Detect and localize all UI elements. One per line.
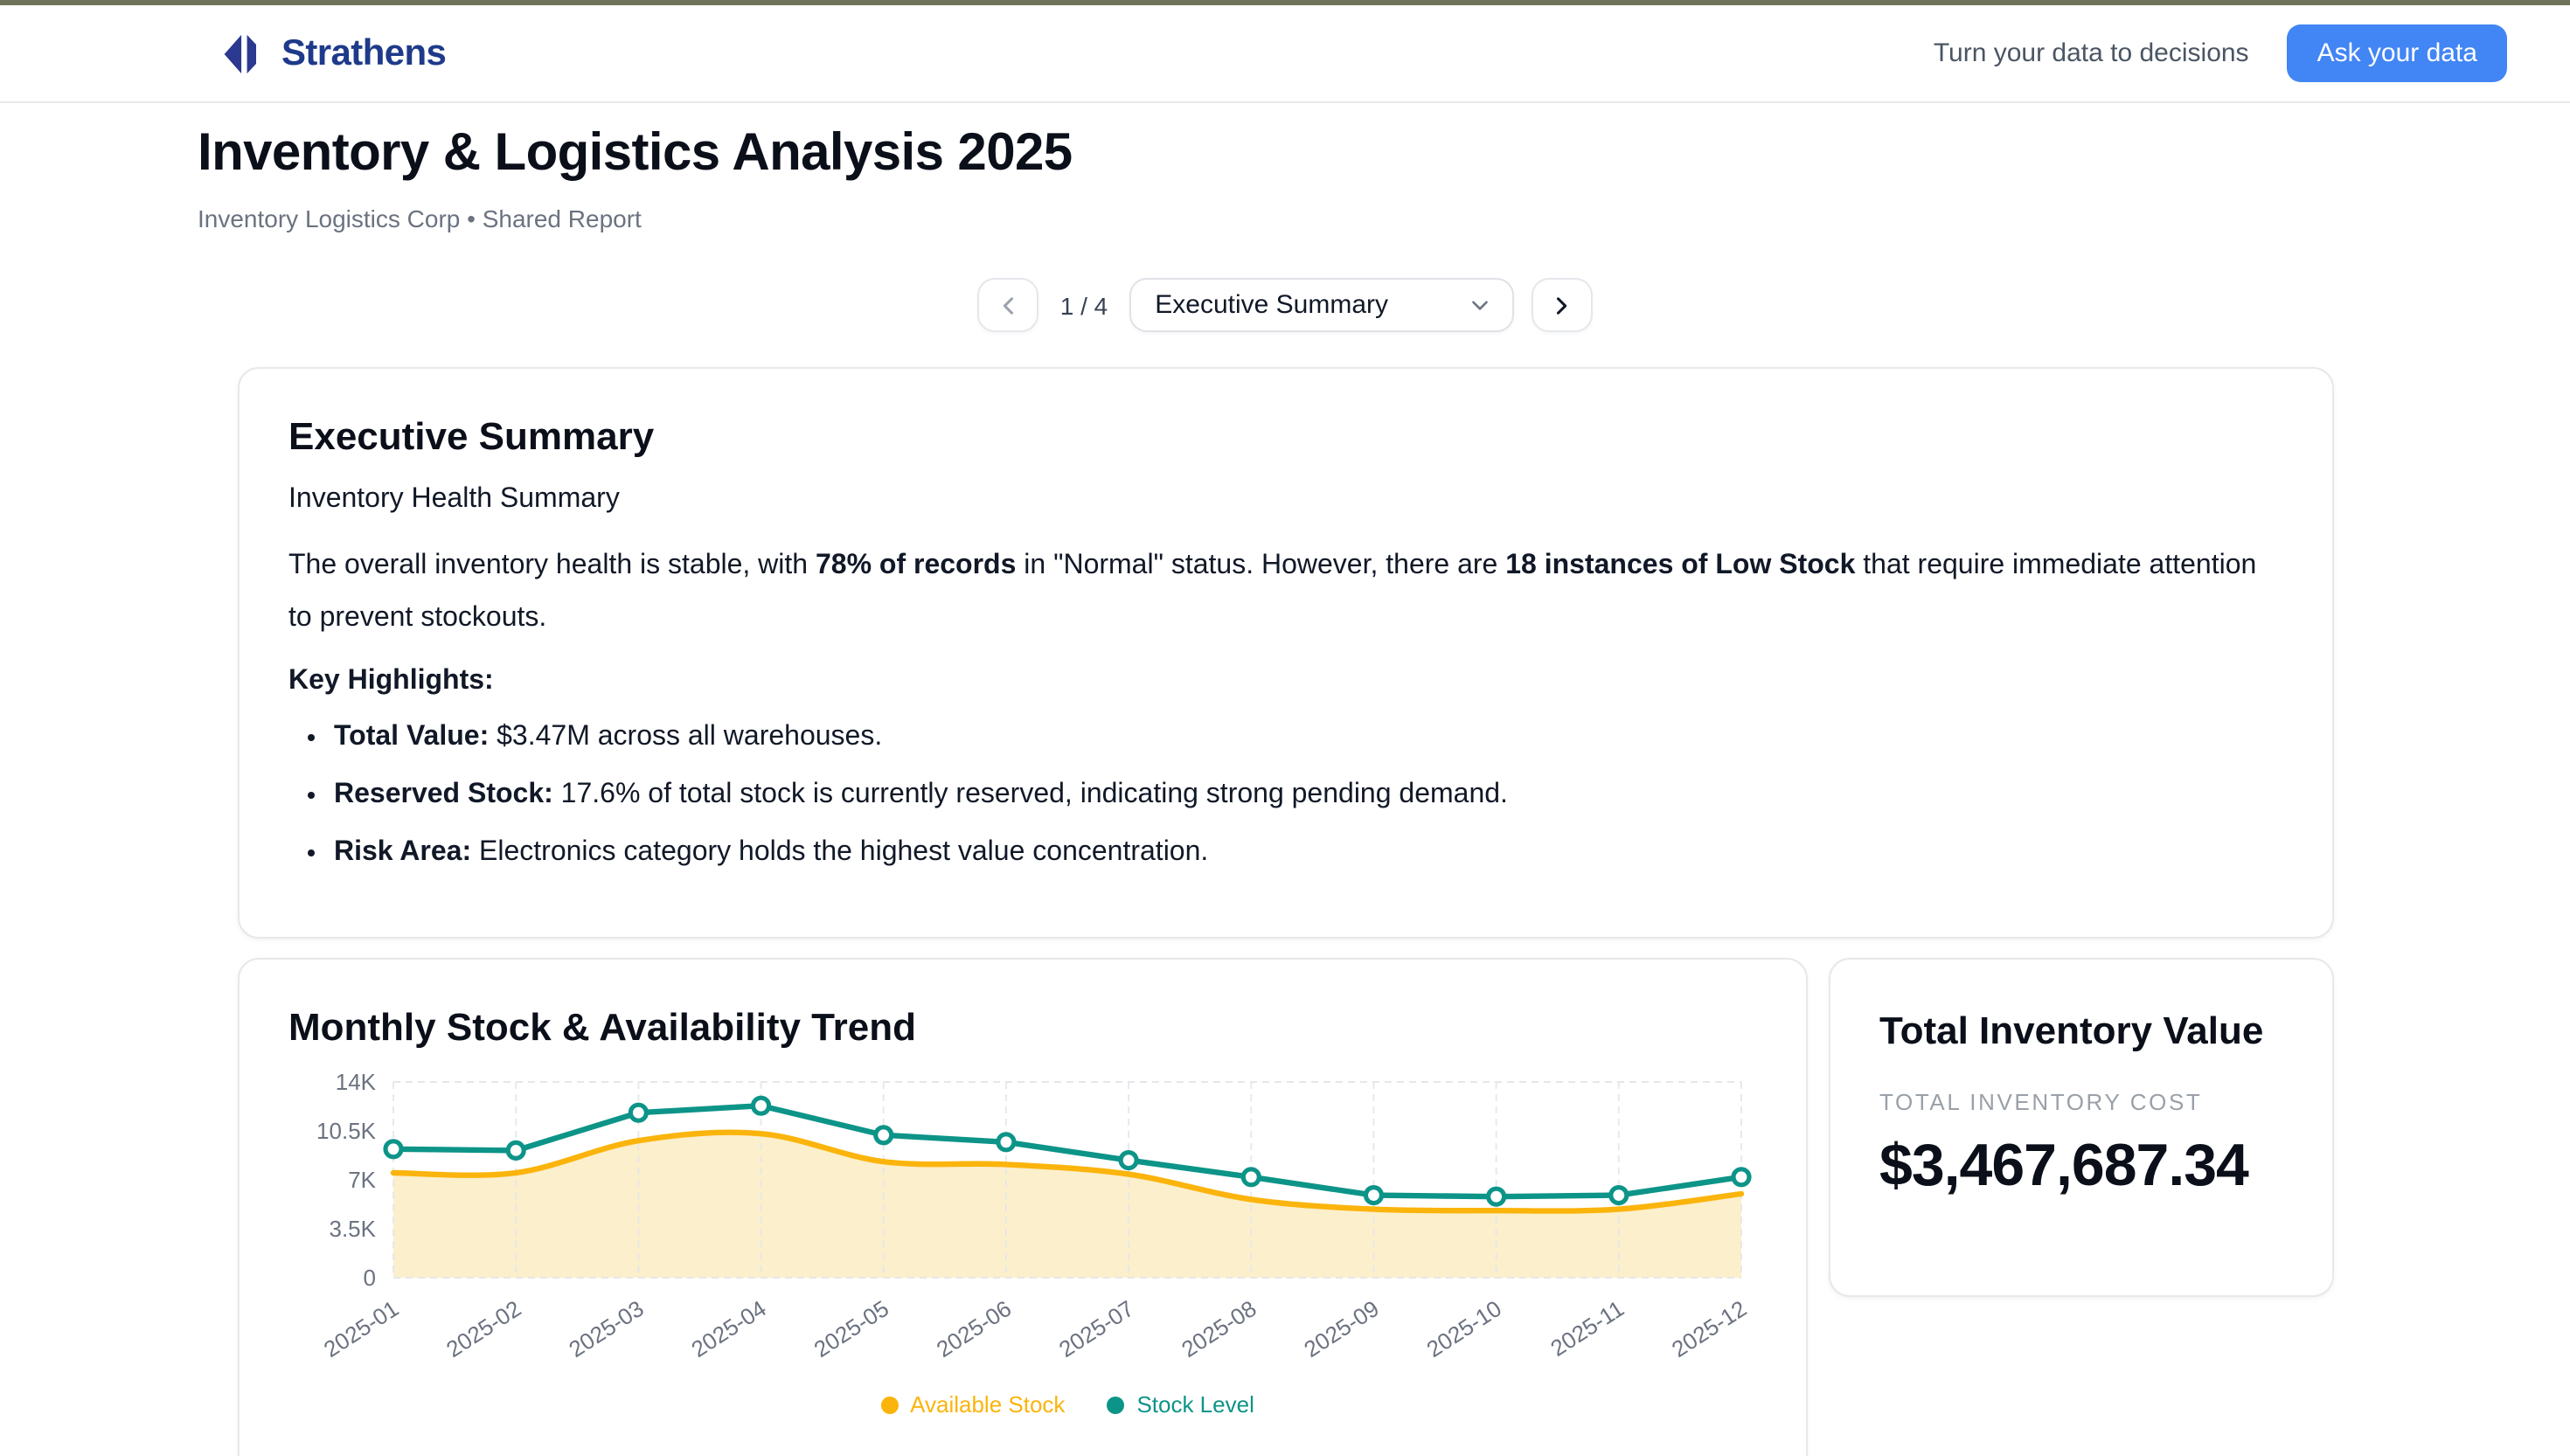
stock-level-marker	[505, 1140, 526, 1161]
window-top-strip	[0, 0, 2570, 5]
stock-level-line	[392, 1103, 1742, 1200]
legend-dot-icon	[1107, 1396, 1125, 1413]
chevron-right-icon	[1549, 293, 1573, 317]
stock-level-marker	[750, 1095, 772, 1116]
legend-item-stock-level[interactable]: Stock Level	[1107, 1391, 1254, 1418]
header-right: Turn your data to decisions Ask your dat…	[1934, 24, 2507, 82]
summary-paragraph: The overall inventory health is stable, …	[288, 551, 2257, 633]
x-axis-label: 2025-07	[1054, 1295, 1138, 1362]
highlights-list: Total Value: $3.47M across all warehouse…	[288, 718, 2283, 870]
legend-label: Stock Level	[1136, 1391, 1254, 1418]
stock-level-marker	[1363, 1185, 1385, 1206]
section-select-value: Executive Summary	[1155, 290, 1388, 320]
x-axis-label: 2025-12	[1667, 1295, 1751, 1362]
brand-diamond-icon	[222, 31, 267, 76]
available-stock-area	[393, 1132, 1741, 1278]
trend-chart-svg: 0 3.5K 7K 10.5K 14K 2025-01 2025-02 2025-03 2025…	[316, 1069, 1752, 1362]
stock-level-marker	[383, 1139, 404, 1160]
page-indicator: 1 / 4	[1059, 291, 1108, 319]
total-inventory-cost-value: $3,467,687.34	[1879, 1133, 2249, 1199]
section-pagination: 1 / 4 Executive Summary	[977, 278, 1593, 332]
available-stock-line	[390, 1129, 1745, 1214]
stock-level-marker	[1240, 1167, 1261, 1188]
chart-title: Monthly Stock & Availability Trend	[288, 1005, 916, 1049]
title-block: Inventory & Logistics Analysis 2025 Inve…	[198, 124, 2570, 232]
summary-subheading: Inventory Health Summary	[288, 484, 620, 514]
y-axis-label: 10.5K	[316, 1118, 377, 1144]
y-axis-label: 3.5K	[330, 1216, 377, 1242]
total-inventory-value-card: Total Inventory Value TOTAL INVENTORY CO…	[1829, 958, 2334, 1297]
header: Strathens Turn your data to decisions As…	[0, 5, 2570, 103]
y-axis-label: 14K	[336, 1069, 377, 1095]
x-axis-label: 2025-05	[809, 1295, 893, 1362]
ask-your-data-button[interactable]: Ask your data	[2287, 24, 2507, 82]
page-subtitle: Inventory Logistics Corp • Shared Report	[198, 205, 642, 232]
x-axis-label: 2025-06	[932, 1295, 1016, 1362]
chart-legend: Available Stock Stock Level	[393, 1391, 1741, 1418]
monthly-trend-chart: 0 3.5K 7K 10.5K 14K 2025-01 2025-02 2025-03 2025…	[288, 1068, 1757, 1374]
legend-label: Available Stock	[910, 1391, 1066, 1418]
stock-level-marker	[1486, 1186, 1507, 1207]
brand-logo[interactable]: Strathens	[222, 31, 447, 76]
y-axis-label: 0	[364, 1265, 376, 1291]
header-tagline: Turn your data to decisions	[1933, 38, 2249, 68]
x-axis-label: 2025-10	[1422, 1295, 1506, 1362]
prev-page-button[interactable]	[977, 278, 1039, 332]
chevron-down-icon	[1468, 294, 1490, 316]
value-card-heading: Total Inventory Value	[1879, 1009, 2264, 1052]
legend-dot-icon	[880, 1396, 899, 1413]
page-title: Inventory & Logistics Analysis 2025	[198, 124, 1073, 182]
stock-level-marker	[628, 1102, 649, 1123]
x-axis-label: 2025-04	[686, 1295, 770, 1362]
chevron-left-icon	[997, 293, 1021, 317]
stock-level-marker	[1731, 1167, 1752, 1188]
cards-row: Monthly Stock & Availability Trend 0 3.5K…	[238, 958, 2334, 1456]
x-axis-label: 2025-11	[1545, 1295, 1629, 1362]
stock-level-marker	[1608, 1185, 1629, 1206]
cards-container: Executive Summary Inventory Health Summa…	[238, 367, 2334, 1456]
stock-level-marker	[996, 1132, 1017, 1153]
highlight-item-reserved-stock: Reserved Stock: 17.6% of total stock is …	[334, 776, 2283, 813]
summary-heading: Executive Summary	[288, 414, 655, 458]
legend-item-available-stock[interactable]: Available Stock	[880, 1391, 1065, 1418]
executive-summary-card: Executive Summary Inventory Health Summa…	[238, 367, 2334, 939]
x-axis-label: 2025-08	[1177, 1295, 1261, 1362]
highlight-item-risk-area: Risk Area: Electronics category holds th…	[334, 834, 2283, 870]
x-axis-label: 2025-09	[1299, 1295, 1383, 1362]
stock-level-marker	[873, 1125, 894, 1146]
x-axis-label: 2025-02	[441, 1295, 525, 1362]
brand-name: Strathens	[281, 32, 447, 73]
highlights-title: Key Highlights:	[288, 666, 494, 696]
highlight-item-total-value: Total Value: $3.47M across all warehouse…	[334, 718, 2283, 755]
x-axis-label: 2025-03	[564, 1295, 648, 1362]
monthly-trend-card: Monthly Stock & Availability Trend 0 3.5K…	[238, 958, 1808, 1456]
value-card-label: TOTAL INVENTORY COST	[1879, 1089, 2203, 1115]
next-page-button[interactable]	[1531, 278, 1593, 332]
y-axis-label: 7K	[348, 1167, 376, 1193]
section-select[interactable]: Executive Summary	[1129, 278, 1514, 332]
stock-level-marker	[1118, 1149, 1139, 1171]
x-axis-label: 2025-01	[319, 1295, 403, 1362]
